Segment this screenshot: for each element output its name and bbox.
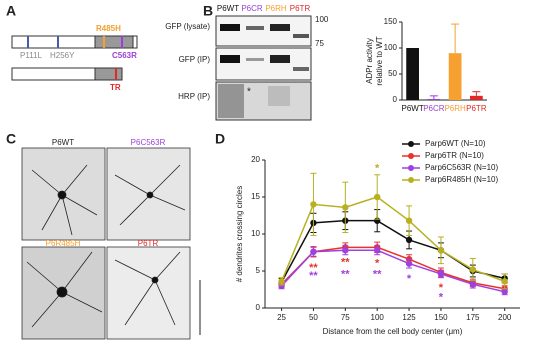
y-axis-label: # dendrites crossing circles	[235, 186, 244, 282]
y-tick-label: 10	[251, 229, 260, 238]
legend-marker	[408, 177, 414, 183]
marker	[437, 270, 445, 278]
significance: **	[309, 262, 318, 274]
significance: **	[309, 270, 318, 282]
legend-label: Parp6WT (N=10)	[425, 139, 486, 148]
mutation-label: H256Y	[50, 51, 75, 60]
y-tick-label: 15	[251, 192, 260, 201]
marker	[405, 217, 413, 224]
x-tick-label: 200	[498, 313, 512, 322]
blot-label: HRP (IP)	[178, 92, 210, 101]
panel-letter: B	[203, 3, 213, 19]
y-tick-label: 5	[256, 266, 261, 275]
lane-label: P6RH	[265, 4, 287, 13]
blot-label: GFP (IP)	[179, 55, 211, 64]
marker	[310, 201, 317, 208]
marker	[501, 278, 508, 285]
x-tick-label: 100	[371, 313, 385, 322]
x-tick-label: P6RH	[444, 104, 466, 113]
significance: **	[341, 257, 350, 269]
y-tick-label: 100	[384, 43, 398, 52]
marker	[437, 247, 445, 254]
y-tick-label: 50	[388, 69, 397, 78]
significance: *	[439, 292, 444, 304]
significance: **	[373, 269, 382, 281]
lane-label: P6CR	[241, 4, 263, 13]
marker	[374, 247, 381, 254]
bar	[427, 98, 441, 100]
significance: *	[439, 282, 444, 294]
western-blot	[215, 15, 312, 121]
marker	[278, 278, 285, 285]
legend-marker	[408, 165, 414, 171]
x-tick-label: P6WT	[402, 104, 424, 113]
marker	[405, 260, 413, 267]
marker	[501, 288, 508, 295]
marker	[342, 247, 349, 254]
significance: **	[341, 269, 350, 281]
marker	[310, 248, 317, 255]
panel-letter: D	[215, 131, 225, 147]
image-label: P6C563R	[131, 138, 166, 147]
protein-diagram	[11, 35, 138, 81]
significance: *	[375, 257, 380, 269]
x-tick-label: 125	[402, 313, 416, 322]
bar	[448, 53, 462, 100]
marker	[374, 193, 381, 201]
x-tick-label: 25	[277, 313, 286, 322]
lane-label: P6TR	[290, 4, 311, 13]
y-axis-label: ADPr activity	[365, 38, 374, 84]
panel-letter: C	[6, 131, 16, 147]
image-label: P6R485H	[46, 239, 81, 248]
legend-label: Parp6C563R (N=10)	[425, 163, 498, 172]
legend-marker	[408, 153, 414, 159]
asterisk: *	[247, 87, 251, 98]
x-tick-label: 75	[341, 313, 350, 322]
series-line	[280, 219, 505, 283]
marker	[342, 204, 349, 211]
marker	[469, 266, 477, 273]
series-line	[280, 196, 505, 283]
x-axis-label: Distance from the cell body center (μm)	[323, 327, 463, 336]
marker-label: 100	[315, 15, 329, 24]
bar	[470, 95, 483, 100]
x-tick-label: P6CR	[423, 104, 445, 113]
x-tick-label: 150	[434, 313, 448, 322]
image-label: P6WT	[52, 138, 74, 147]
marker	[469, 281, 477, 288]
bar	[406, 48, 419, 100]
y-tick-label: 150	[384, 17, 398, 26]
mutation-label: P111L	[20, 51, 42, 60]
legend-label: Parp6R485H (N=10)	[425, 175, 498, 184]
marker	[405, 236, 413, 244]
panel-letter: A	[6, 3, 16, 19]
y-tick-label: 0	[256, 303, 261, 312]
series-line	[281, 249, 505, 293]
significance: *	[375, 163, 380, 175]
mutation-label: C563R	[112, 51, 137, 60]
truncation-label: TR	[110, 83, 121, 92]
x-tick-label: P6TR	[466, 104, 487, 113]
y-axis-label: relative to WT	[375, 36, 384, 85]
lane-label: P6WT	[217, 4, 239, 13]
blot-label: GFP (lysate)	[165, 22, 210, 31]
neuron-images	[21, 147, 201, 340]
y-tick-label: 20	[251, 155, 260, 164]
significance: *	[407, 273, 412, 285]
image-label: P6TR	[138, 239, 159, 248]
legend-label: Parp6TR (N=10)	[425, 151, 484, 160]
y-tick-label: 0	[393, 95, 398, 104]
x-tick-label: 175	[466, 313, 480, 322]
marker-label: 75	[315, 39, 324, 48]
legend-marker	[408, 141, 414, 147]
marker	[278, 282, 285, 289]
mutation-label: R485H	[96, 24, 121, 33]
x-tick-label: 50	[309, 313, 318, 322]
